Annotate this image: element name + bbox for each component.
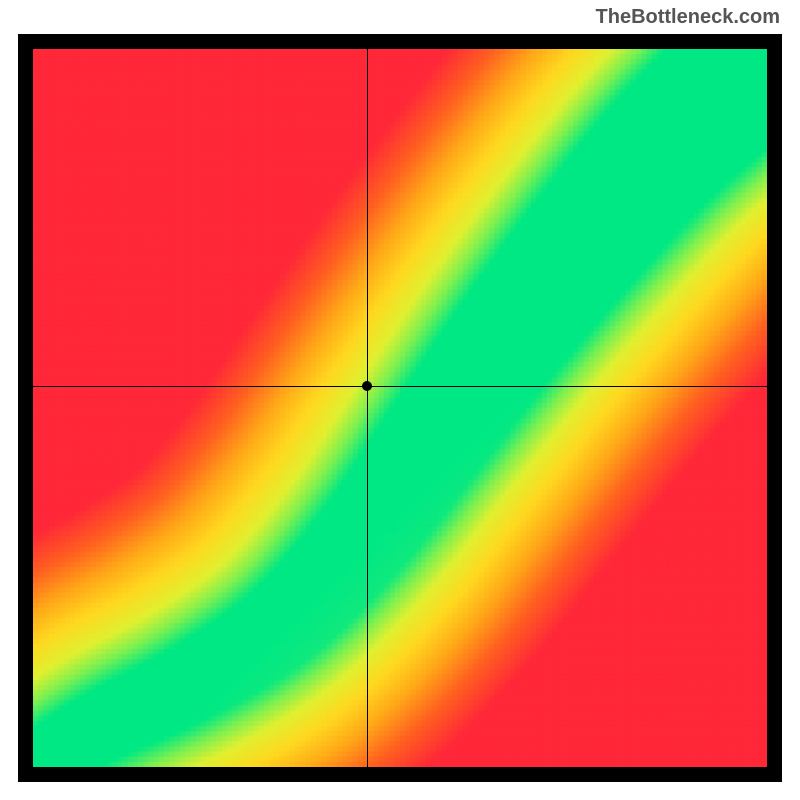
marker-dot <box>362 381 372 391</box>
chart-container: TheBottleneck.com <box>0 0 800 800</box>
crosshair-vertical <box>367 49 368 767</box>
heatmap-canvas <box>33 49 767 767</box>
attribution-text: TheBottleneck.com <box>596 6 780 29</box>
crosshair-horizontal <box>33 386 767 387</box>
plot-frame <box>18 34 782 782</box>
plot-area <box>33 49 767 767</box>
